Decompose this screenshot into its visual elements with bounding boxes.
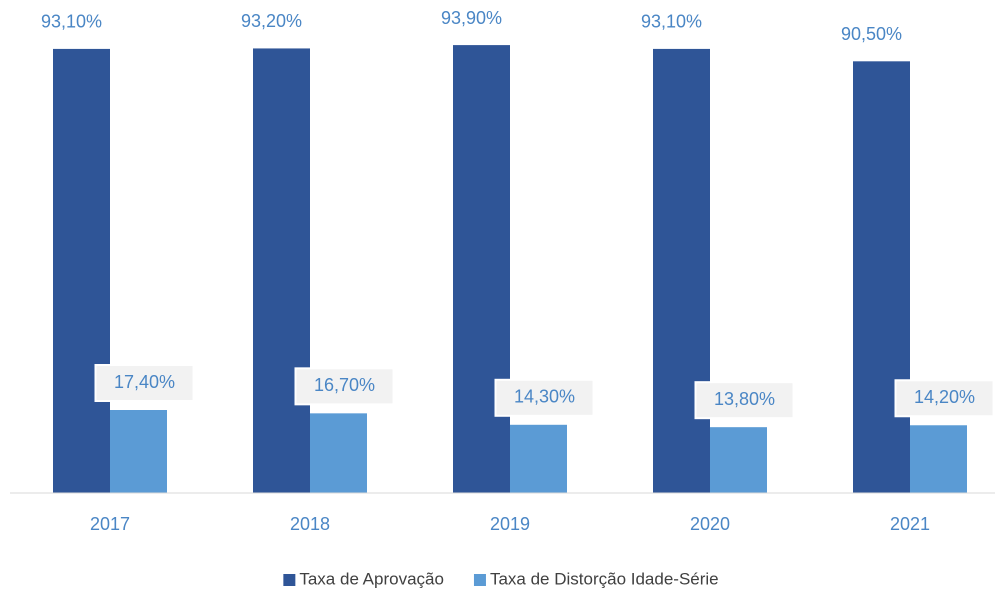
bar	[453, 45, 510, 494]
data-label: 14,20%	[914, 387, 975, 407]
x-tick-label: 2020	[690, 514, 730, 534]
legend-label: Taxa de Aprovação	[299, 569, 444, 588]
data-label: 93,10%	[641, 12, 702, 32]
bar	[53, 48, 110, 494]
data-label: 17,40%	[114, 372, 175, 392]
data-label-box	[294, 367, 395, 406]
data-label-box	[94, 364, 195, 403]
legend-swatch	[473, 574, 486, 586]
legend-swatch	[283, 574, 296, 586]
legend: Taxa de Aprovação Taxa de Distorção Idade…	[283, 569, 719, 588]
bar	[310, 413, 367, 493]
data-label-box	[494, 378, 595, 417]
data-label: 16,70%	[314, 375, 375, 395]
x-tick-label: 2019	[490, 514, 530, 534]
x-tick-label: 2021	[890, 514, 930, 534]
bar	[253, 48, 310, 493]
data-label: 90,50%	[841, 24, 902, 44]
bar	[510, 424, 567, 493]
x-tick-label: 2017	[90, 514, 130, 534]
data-label: 93,10%	[41, 12, 102, 32]
bar	[710, 427, 767, 493]
bar	[910, 425, 967, 493]
bar	[110, 410, 167, 493]
x-tick-label: 2018	[290, 514, 330, 534]
bar	[653, 48, 710, 494]
data-label-box	[894, 379, 995, 418]
legend-label: Taxa de Distorção Idade-Série	[490, 569, 719, 588]
data-label: 93,20%	[241, 11, 302, 31]
data-label: 13,80%	[714, 389, 775, 409]
data-label-box	[694, 381, 795, 420]
data-label: 14,30%	[514, 387, 575, 407]
bar	[853, 61, 910, 493]
data-label: 93,90%	[441, 8, 502, 28]
